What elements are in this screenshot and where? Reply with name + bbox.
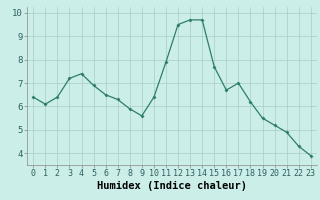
- X-axis label: Humidex (Indice chaleur): Humidex (Indice chaleur): [97, 181, 247, 191]
